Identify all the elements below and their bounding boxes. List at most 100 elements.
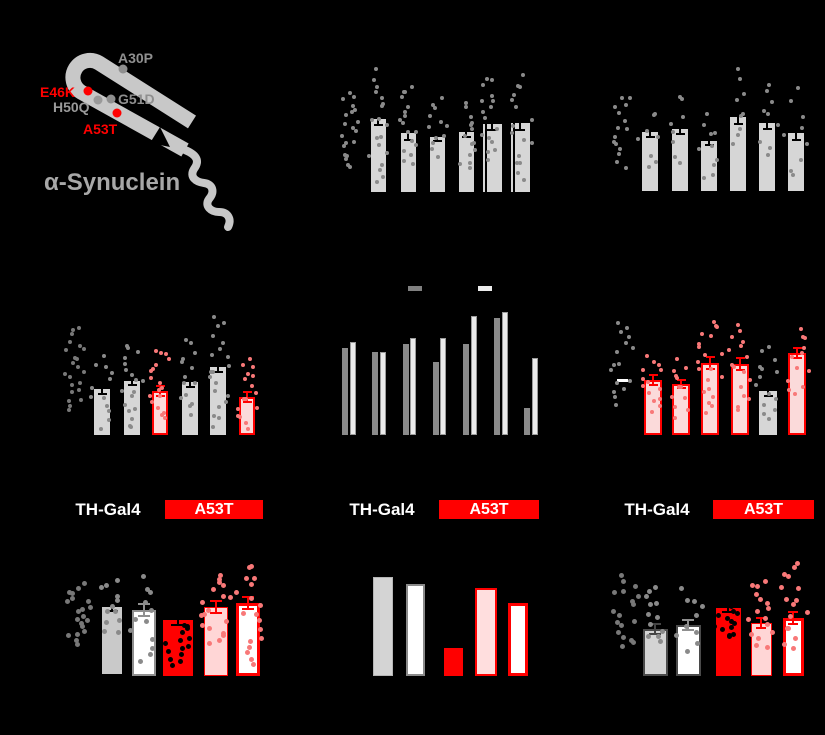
error-bar: [767, 385, 769, 397]
bar: [502, 312, 508, 435]
data-point: [745, 617, 751, 623]
data-point: [625, 326, 630, 331]
data-point: [673, 415, 678, 420]
data-point: [379, 134, 384, 139]
error-bar-cap: [648, 623, 662, 625]
bar: [672, 384, 690, 435]
error-bar-cap: [763, 385, 773, 387]
error-bar-cap: [242, 596, 254, 598]
data-point: [529, 140, 534, 145]
data-point: [210, 587, 216, 593]
data-point: [249, 564, 255, 570]
data-point: [657, 397, 662, 402]
data-point: [164, 352, 169, 357]
data-point: [216, 637, 222, 643]
error-bar-cap: [705, 368, 715, 370]
data-point: [615, 381, 620, 386]
bar: [236, 603, 260, 676]
data-point: [792, 635, 798, 641]
bar: [342, 348, 348, 435]
data-point: [702, 176, 707, 181]
bar: [788, 133, 804, 191]
data-point: [250, 364, 255, 369]
data-point: [144, 587, 150, 593]
data-point: [81, 581, 87, 587]
mutation-label-a53t: A53T: [83, 121, 118, 137]
data-point: [738, 384, 743, 389]
data-point: [659, 368, 663, 373]
data-point: [377, 168, 382, 173]
bar: [508, 603, 528, 676]
data-point: [785, 573, 791, 579]
data-point: [514, 160, 519, 165]
data-point: [510, 98, 515, 103]
data-point: [178, 651, 184, 657]
group-label-a53t: A53T: [469, 501, 509, 518]
data-point: [630, 346, 635, 351]
data-point: [227, 594, 233, 600]
group-label-a53t: A53T: [743, 501, 784, 518]
data-point: [132, 389, 137, 394]
data-point: [762, 108, 767, 113]
bar: [204, 607, 228, 676]
data-point: [764, 644, 770, 650]
error-bar: [377, 112, 379, 126]
data-point: [178, 659, 183, 665]
data-point: [78, 620, 84, 626]
data-point: [729, 603, 735, 609]
data-point: [715, 612, 721, 618]
data-point: [155, 405, 160, 410]
data-point: [206, 607, 212, 613]
bar: [350, 342, 356, 435]
error-bar: [796, 347, 798, 359]
data-point: [246, 427, 251, 432]
error-bar: [709, 356, 711, 370]
data-point: [350, 110, 355, 115]
error-bar-cap: [97, 393, 107, 395]
error-bar-cap: [373, 112, 383, 114]
data-point: [67, 339, 72, 344]
data-point: [81, 346, 86, 351]
data-point: [766, 153, 771, 158]
protein-tail: [181, 146, 234, 231]
data-point: [791, 173, 796, 178]
data-point: [767, 417, 772, 422]
data-point: [114, 593, 120, 599]
error-bar-cap: [242, 401, 252, 403]
data-point: [774, 369, 779, 374]
data-point: [791, 645, 797, 651]
data-point: [491, 98, 496, 103]
error-bar-cap: [127, 376, 137, 378]
data-point: [621, 386, 626, 391]
data-point: [68, 374, 73, 379]
data-point: [471, 140, 476, 145]
bar: [644, 380, 662, 435]
data-point: [481, 110, 486, 115]
mutation-marker-g51d: G51D: [106, 91, 155, 107]
data-point: [709, 367, 714, 372]
data-point: [796, 585, 802, 591]
data-point: [414, 129, 419, 134]
data-point: [792, 564, 798, 570]
data-point: [710, 403, 715, 408]
error-bar-cap: [461, 126, 471, 128]
data-point: [621, 635, 627, 641]
data-point: [163, 416, 168, 421]
bar: [475, 588, 497, 676]
data-point: [685, 598, 691, 604]
data-point: [67, 404, 72, 409]
data-point: [522, 138, 527, 143]
data-point: [201, 612, 207, 618]
data-point: [209, 370, 214, 375]
data-point: [134, 378, 139, 383]
data-point: [401, 89, 406, 94]
error-bar-cap: [787, 611, 799, 613]
data-point: [707, 400, 712, 405]
data-point: [81, 370, 86, 375]
data-point: [807, 369, 812, 374]
data-point: [103, 582, 109, 588]
data-point: [707, 387, 712, 392]
data-point: [168, 657, 174, 663]
error-bar-cap: [676, 379, 686, 381]
